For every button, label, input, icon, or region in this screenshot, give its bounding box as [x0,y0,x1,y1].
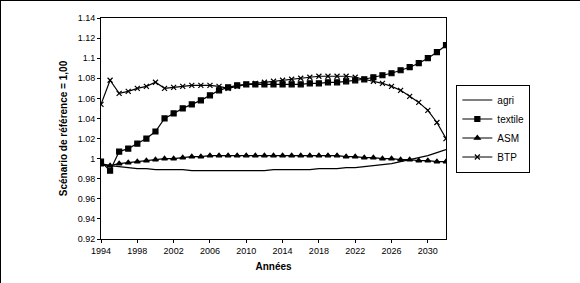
svg-text:1998: 1998 [127,246,147,256]
svg-text:2022: 2022 [345,246,365,256]
svg-text:1.02: 1.02 [78,134,96,144]
svg-text:2002: 2002 [164,246,184,256]
svg-text:2030: 2030 [418,246,438,256]
svg-text:1.08: 1.08 [78,73,96,83]
svg-text:2018: 2018 [309,246,329,256]
svg-text:2010: 2010 [236,246,256,256]
svg-text:1: 1 [90,154,95,164]
svg-text:0.92: 0.92 [78,234,96,244]
svg-text:0.98: 0.98 [78,174,96,184]
svg-text:1.12: 1.12 [78,33,96,43]
svg-text:1.04: 1.04 [78,114,96,124]
svg-text:0.96: 0.96 [78,194,96,204]
svg-text:1994: 1994 [91,246,111,256]
svg-text:BTP: BTP [497,152,517,163]
svg-text:0.94: 0.94 [78,214,96,224]
svg-text:2014: 2014 [273,246,293,256]
svg-text:2006: 2006 [200,246,220,256]
svg-text:textile: textile [497,114,524,125]
svg-text:1.14: 1.14 [78,13,96,23]
svg-text:ASM: ASM [497,133,519,144]
svg-text:Scénario de référence = 1,00: Scénario de référence = 1,00 [58,60,69,196]
svg-text:Années: Années [255,261,292,272]
svg-text:2026: 2026 [382,246,402,256]
svg-text:1.06: 1.06 [78,94,96,104]
svg-text:agri: agri [497,95,514,106]
svg-text:1.1: 1.1 [83,53,96,63]
